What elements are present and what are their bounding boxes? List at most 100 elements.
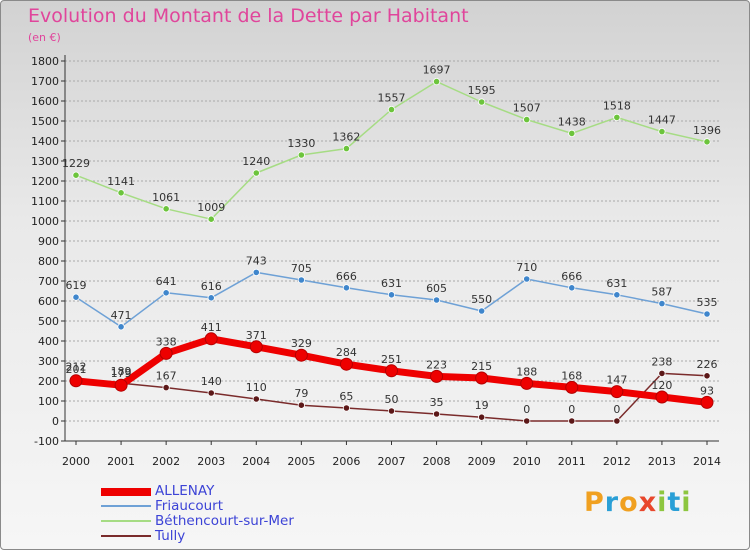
data-label-bethencourt: 1330 [287,137,315,150]
logo-letter: o [619,487,639,518]
proxiti-logo: Proxiti [584,487,692,518]
y-tick-label: 1600 [31,95,59,108]
data-label-allenay: 411 [201,321,222,334]
legend-item-bethencourt: Béthencourt-sur-Mer [101,513,361,530]
logo-letter: r [604,487,620,518]
y-tick-label: 800 [38,255,59,268]
data-point-tully [432,410,441,418]
y-tick-label: 1800 [31,55,59,68]
x-tick-label: 2013 [648,455,676,468]
data-point-friaucourt [297,276,305,284]
legend-label-friaucourt: Friaucourt [155,498,223,514]
data-point-tully [658,369,666,377]
data-label-tully: 238 [651,355,672,368]
data-point-friaucourt [72,293,80,301]
data-point-tully [387,407,396,415]
data-point-tully [297,401,305,409]
data-point-bethencourt [523,116,531,124]
data-point-allenay [249,340,263,354]
data-point-friaucourt [162,289,170,297]
legend-swatch-friaucourt [101,505,151,507]
data-label-friaucourt: 616 [201,280,222,293]
data-point-tully [568,417,576,425]
data-point-friaucourt [703,310,711,318]
data-label-tully: 35 [430,396,444,409]
chart-title: Evolution du Montant de la Dette par Hab… [28,5,469,27]
data-label-bethencourt: 1557 [378,92,406,105]
y-tick-label: 400 [38,335,59,348]
data-label-tully: 189 [111,365,132,378]
y-tick-label: 300 [38,355,59,368]
data-point-bethencourt [478,98,486,106]
y-tick-label: 0 [52,415,59,428]
data-label-allenay: 223 [426,358,447,371]
data-point-friaucourt [387,291,396,299]
data-point-tully [613,417,621,425]
legend-item-allenay: ALLENAY [101,483,361,500]
data-point-friaucourt [432,296,441,304]
x-tick-label: 2003 [197,455,225,468]
x-tick-label: 2011 [558,455,586,468]
data-label-friaucourt: 666 [561,270,582,283]
data-label-bethencourt: 1697 [423,64,451,77]
data-label-tully: 0 [613,403,620,416]
data-label-tully: 65 [339,390,353,403]
data-point-tully [162,383,170,392]
data-label-bethencourt: 1595 [468,84,496,97]
legend-swatch-bethencourt [101,520,151,522]
y-tick-label: 500 [38,315,59,328]
legend-label-bethencourt: Béthencourt-sur-Mer [155,513,294,529]
data-label-friaucourt: 641 [156,275,177,288]
data-label-bethencourt: 1009 [197,201,225,214]
x-tick-label: 2006 [332,455,360,468]
data-label-allenay: 120 [651,379,672,392]
data-label-allenay: 329 [291,337,312,350]
y-tick-label: 700 [38,275,59,288]
data-label-allenay: 215 [471,360,492,373]
data-label-allenay: 179 [111,367,132,380]
logo-letter: x [638,487,658,518]
data-label-friaucourt: 535 [697,296,718,309]
data-point-bethencourt [117,189,125,197]
x-tick-label: 2005 [287,455,315,468]
data-point-allenay [385,364,398,378]
chart-subtitle: (en €) [28,31,61,44]
data-point-allenay [475,371,489,385]
logo-letter: P [584,487,605,518]
data-label-bethencourt: 1396 [693,124,721,137]
x-tick-label: 2002 [152,455,180,468]
data-label-tully: 0 [568,403,575,416]
data-point-allenay [520,376,534,390]
data-label-allenay: 201 [66,363,87,376]
data-point-bethencourt [252,169,260,177]
data-point-allenay [700,395,714,409]
data-point-friaucourt [252,268,260,276]
x-tick-label: 2001 [107,455,135,468]
data-label-friaucourt: 631 [606,277,627,290]
data-point-friaucourt [568,284,576,292]
data-label-bethencourt: 1240 [242,155,270,168]
y-tick-label: 200 [38,375,59,388]
data-point-allenay [294,348,308,362]
data-label-friaucourt: 705 [291,262,312,275]
data-label-friaucourt: 605 [426,282,447,295]
data-point-allenay [159,346,173,360]
data-point-bethencourt [297,151,305,159]
logo-letter: i [681,487,692,518]
legend-label-tully: Tully [155,528,186,544]
x-tick-label: 2000 [62,455,90,468]
data-point-friaucourt [613,291,621,299]
data-point-bethencourt [162,205,170,213]
legend-label-allenay: ALLENAY [155,483,215,499]
data-point-friaucourt [207,294,215,302]
y-tick-label: 1500 [31,115,59,128]
data-label-friaucourt: 619 [66,279,87,292]
y-tick-label: -100 [34,435,59,448]
y-tick-label: 600 [38,295,59,308]
logo-letter: t [667,487,682,518]
legend: ALLENAY Friaucourt Béthencourt-sur-Mer T… [101,483,361,545]
data-point-bethencourt [432,78,441,86]
data-label-bethencourt: 1518 [603,99,631,112]
